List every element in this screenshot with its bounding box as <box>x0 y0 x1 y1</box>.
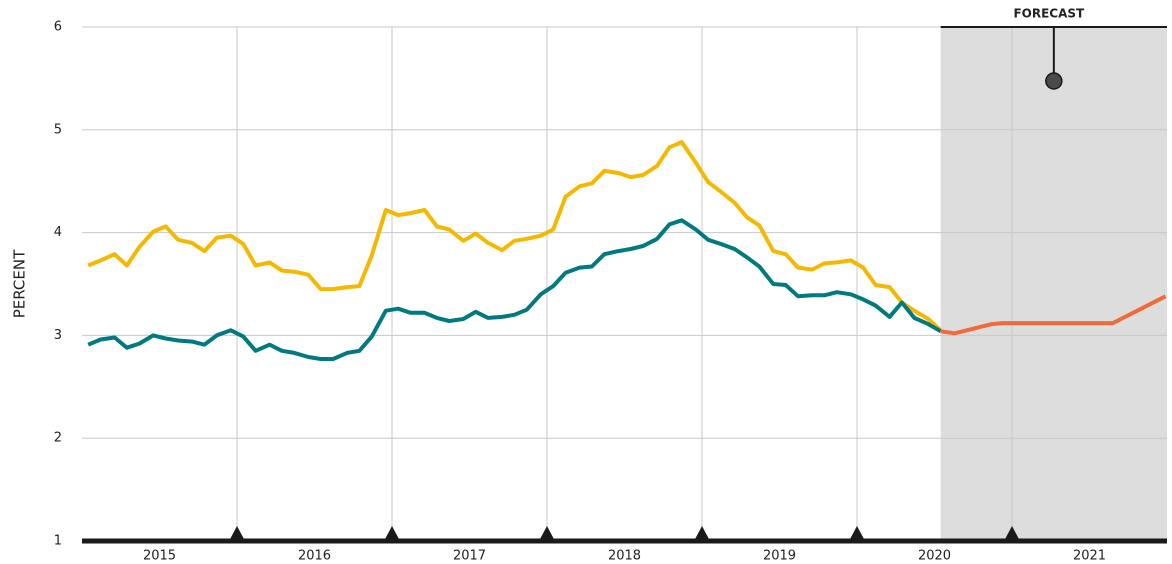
x-tick-label: 2017 <box>453 549 486 564</box>
annotation-dot <box>1045 72 1063 90</box>
series-line <box>940 294 1167 336</box>
tick-triangle <box>384 526 400 541</box>
x-tick-label: 2021 <box>1073 549 1106 564</box>
annotation-label: FORECAST <box>1013 7 1085 21</box>
x-tick-label: 2015 <box>143 549 176 564</box>
tick-triangle <box>1004 526 1020 541</box>
y-tick-label: 4 <box>54 225 62 240</box>
tick-triangle <box>539 526 555 541</box>
y-tick-label: 1 <box>54 534 62 549</box>
x-tick-label: 2018 <box>608 549 641 564</box>
y-tick-label: 5 <box>54 122 62 137</box>
x-tick-label: 2016 <box>298 549 331 564</box>
y-tick-label: 3 <box>54 328 62 343</box>
tick-triangle <box>849 526 865 541</box>
x-tick-label: 2019 <box>763 549 796 564</box>
series-line <box>87 218 942 361</box>
y-tick-label: 6 <box>54 20 62 35</box>
x-tick-label: 2020 <box>918 549 951 564</box>
y-tick-label: 2 <box>54 431 62 446</box>
forecast-region <box>940 27 1167 541</box>
tick-triangle <box>229 526 245 541</box>
y-axis-label: PERCENT <box>11 249 29 318</box>
tick-triangle <box>694 526 710 541</box>
series-line <box>87 140 943 332</box>
